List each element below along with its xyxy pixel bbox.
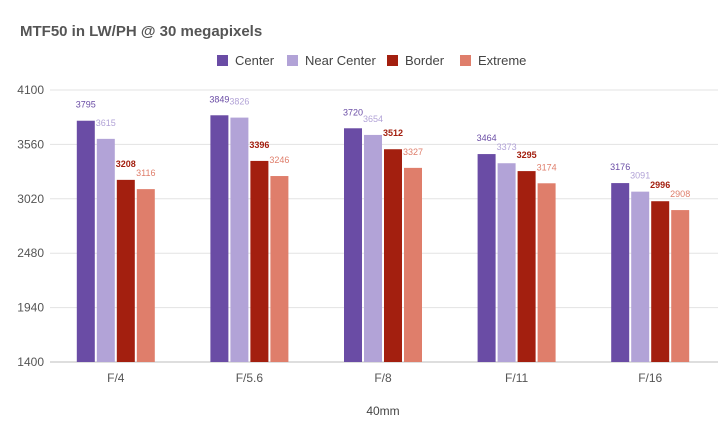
data-label: 3176 [610, 162, 630, 172]
data-label: 3512 [383, 128, 403, 138]
data-label: 3295 [517, 150, 537, 160]
bar [116, 179, 135, 362]
y-tick-label: 1940 [17, 301, 44, 315]
legend-label: Center [235, 53, 275, 68]
y-tick-label: 3020 [17, 192, 44, 206]
data-label: 2996 [650, 180, 670, 190]
bars [76, 115, 690, 363]
bar [230, 117, 249, 362]
y-tick-label: 3560 [17, 137, 44, 151]
data-label: 3208 [116, 159, 136, 169]
x-tick-label: F/8 [374, 371, 392, 385]
legend-label: Near Center [305, 53, 376, 68]
bar [250, 160, 269, 362]
bar [651, 201, 670, 362]
legend-swatch [217, 55, 228, 66]
legend-label: Extreme [478, 53, 526, 68]
data-label: 3246 [269, 155, 289, 165]
data-label: 3373 [497, 142, 517, 152]
y-tick-label: 4100 [17, 83, 44, 97]
data-label: 3720 [343, 107, 363, 117]
legend-label: Border [405, 53, 445, 68]
bar [631, 191, 650, 362]
data-label: 3654 [363, 114, 383, 124]
bar [344, 128, 362, 362]
bar [76, 120, 95, 363]
y-axis: 1400 1940 2480 3020 3560 4100 [17, 83, 44, 369]
data-label: 3327 [403, 147, 423, 157]
data-label: 3174 [537, 162, 557, 172]
y-tick-label: 1400 [17, 355, 44, 369]
data-label: 3615 [96, 118, 116, 128]
bar [497, 163, 516, 362]
bar [671, 210, 690, 362]
x-axis-label: 40mm [366, 404, 399, 418]
data-label: 3091 [630, 171, 650, 181]
x-tick-label: F/16 [638, 371, 662, 385]
x-tick-label: F/11 [505, 371, 528, 385]
data-label: 2908 [670, 189, 690, 199]
data-label: 3826 [229, 97, 249, 107]
data-label: 3464 [477, 133, 497, 143]
data-label: 3849 [209, 94, 229, 104]
data-label: 3795 [76, 100, 96, 110]
bar [364, 134, 382, 362]
bar [210, 115, 229, 363]
data-label: 3116 [136, 168, 155, 178]
bar [96, 138, 115, 362]
bar [537, 183, 556, 362]
chart-title: MTF50 in LW/PH @ 30 megapixels [20, 23, 262, 40]
bar [517, 171, 536, 362]
x-tick-label: F/5.6 [236, 371, 264, 385]
legend: Center Near Center Border Extreme [217, 53, 526, 68]
legend-swatch [460, 55, 471, 66]
x-tick-label: F/4 [107, 371, 125, 385]
data-label: 3396 [249, 140, 269, 150]
bar [611, 183, 630, 362]
bar [477, 154, 496, 362]
x-axis: F/4 F/5.6 F/8 F/11 F/16 [107, 371, 662, 385]
bar [404, 167, 422, 362]
bar [270, 176, 289, 362]
bar [136, 189, 155, 362]
legend-swatch [387, 55, 398, 66]
legend-swatch [287, 55, 298, 66]
bar [384, 149, 402, 362]
y-tick-label: 2480 [17, 246, 44, 260]
